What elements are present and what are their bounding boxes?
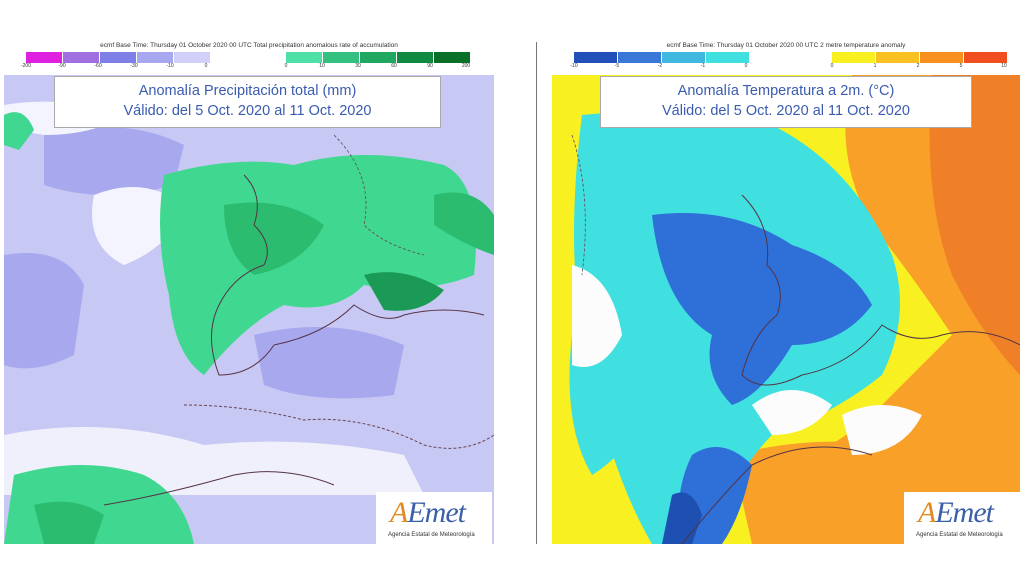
legend-swatch	[323, 52, 360, 63]
legend-swatch	[26, 52, 63, 63]
legend-swatch	[832, 52, 876, 63]
aemet-logo: AEmet Agencia Estatal de Meteorología	[904, 492, 1020, 544]
legend-tick-label: 90	[427, 63, 433, 69]
map-header: ecmf Base Time: Thursday 01 October 2020…	[666, 42, 906, 49]
aemet-logo: AEmet Agencia Estatal de Meteorología	[376, 492, 492, 544]
map-header: ecmf Base Time: Thursday 01 October 2020…	[100, 42, 398, 49]
legend-tick-label: -30	[130, 63, 138, 69]
map-field	[4, 75, 494, 544]
legend-tick-label: 60	[391, 63, 397, 69]
legend-swatch	[662, 52, 706, 63]
map-title: Anomalía Temperatura a 2m. (°C) Válido: …	[600, 76, 972, 128]
legend-swatch	[100, 52, 137, 63]
precipitation-anomaly-map: ecmf Base Time: Thursday 01 October 2020…	[4, 42, 494, 544]
legend-tick-label: 0	[830, 63, 834, 69]
legend-negative: -200 -90 -60 -30 -10 0	[21, 52, 224, 72]
legend-swatch	[434, 52, 471, 63]
logo-subtitle: Agencia Estatal de Meteorología	[916, 532, 1003, 538]
legend-swatch	[397, 52, 434, 63]
legend-tick-label: 0	[284, 63, 288, 69]
legend-swatch	[360, 52, 397, 63]
legend-tick-label: 1	[873, 63, 877, 69]
legend-negative: -10 -5 -2 -1 0	[570, 52, 768, 72]
legend-positive: 0 10 30 60 90 200	[285, 52, 484, 72]
legend-tick-label: 2	[916, 63, 920, 69]
legend-swatch	[706, 52, 750, 63]
legend-swatch	[920, 52, 964, 63]
legend-tick-label: 30	[355, 63, 361, 69]
legend-tick-label: 10	[319, 63, 325, 69]
legend-tick-label: -60	[94, 63, 102, 69]
legend-tick-label: -5	[614, 63, 620, 69]
legend-tick-label: 0	[204, 63, 208, 69]
legend-positive: 0 1 2 5 10	[831, 52, 1020, 72]
map-field	[552, 75, 1020, 544]
temperature-anomaly-map: ecmf Base Time: Thursday 01 October 2020…	[552, 42, 1020, 544]
map-title: Anomalía Precipitación total (mm) Válido…	[54, 76, 441, 128]
legend-swatch	[876, 52, 920, 63]
legend-swatch	[618, 52, 662, 63]
map-title-line2: Válido: del 5 Oct. 2020 al 11 Oct. 2020	[123, 103, 372, 119]
legend-swatch	[964, 52, 1008, 63]
legend-tick-label: -10	[570, 63, 578, 69]
legend-swatch	[137, 52, 174, 63]
legend-swatch	[574, 52, 618, 63]
map-title-line1: Anomalía Temperatura a 2m. (°C)	[677, 83, 895, 99]
logo-subtitle: Agencia Estatal de Meteorología	[388, 532, 475, 538]
legend-tick-label: -200	[20, 63, 31, 69]
legend-tick-label: -1	[700, 63, 706, 69]
map-title-line2: Válido: del 5 Oct. 2020 al 11 Oct. 2020	[661, 103, 910, 119]
legend-tick-label: 10	[1001, 63, 1007, 69]
legend-swatch	[174, 52, 211, 63]
legend-tick-label: 0	[744, 63, 748, 69]
panel-divider	[536, 42, 537, 544]
legend-tick-label: -10	[166, 63, 174, 69]
legend-swatch	[63, 52, 100, 63]
legend-swatch	[286, 52, 323, 63]
legend-tick-label: -90	[58, 63, 66, 69]
legend-tick-label: 200	[461, 63, 471, 69]
legend-tick-label: -2	[657, 63, 663, 69]
map-title-line1: Anomalía Precipitación total (mm)	[138, 83, 357, 99]
legend-tick-label: 5	[959, 63, 963, 69]
